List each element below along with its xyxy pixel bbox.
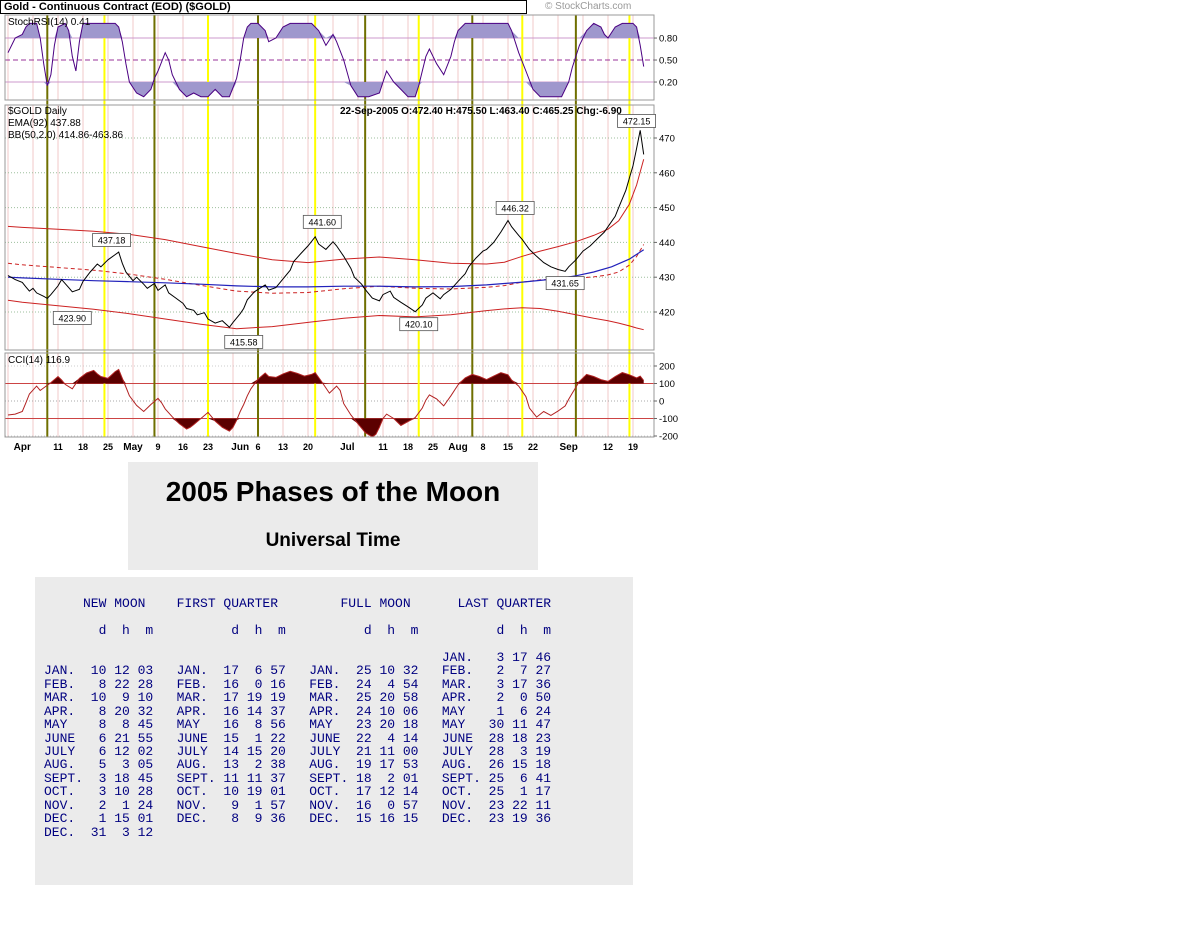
svg-text:430: 430 — [659, 273, 675, 284]
svg-text:23: 23 — [203, 442, 213, 452]
svg-text:22: 22 — [528, 442, 538, 452]
stochrsi-legend: StochRSI(14) 0.41 — [8, 17, 91, 28]
chart-title-bar: Gold - Continuous Contract (EOD) ($GOLD)… — [0, 0, 680, 14]
svg-text:25: 25 — [103, 442, 113, 452]
moon-phase-table: NEW MOON FIRST QUARTER FULL MOON LAST QU… — [44, 596, 552, 840]
svg-text:0.80: 0.80 — [659, 34, 678, 45]
moon-title-block: 2005 Phases of the Moon Universal Time — [128, 462, 538, 570]
svg-text:446.32: 446.32 — [501, 203, 529, 213]
svg-text:13: 13 — [278, 442, 288, 452]
svg-text:472.15: 472.15 — [623, 116, 651, 126]
bb-legend: BB(50,2.0) 414.86-463.86 — [8, 130, 124, 141]
svg-text:420: 420 — [659, 308, 675, 319]
svg-text:441.60: 441.60 — [309, 217, 337, 227]
svg-text:460: 460 — [659, 168, 675, 179]
svg-text:16: 16 — [178, 442, 188, 452]
chart-graphics: 0.20 0.50 0.80 420 430 440 450 460 470 200 100 0 -10… — [4, 14, 678, 453]
svg-text:431.65: 431.65 — [551, 279, 579, 289]
svg-text:Jun: Jun — [231, 442, 249, 453]
svg-text:11: 11 — [53, 442, 63, 452]
svg-text:470: 470 — [659, 134, 675, 145]
svg-text:11: 11 — [378, 442, 388, 452]
symbol-legend: $GOLD Daily — [8, 106, 67, 117]
chart-title: Gold - Continuous Contract (EOD) ($GOLD) — [4, 1, 231, 13]
svg-text:100: 100 — [659, 379, 675, 390]
svg-text:25: 25 — [428, 442, 438, 452]
svg-text:18: 18 — [403, 442, 413, 452]
svg-text:0: 0 — [659, 397, 664, 408]
svg-text:Apr: Apr — [14, 442, 31, 453]
moon-section-title: 2005 Phases of the Moon — [165, 476, 501, 507]
svg-text:440: 440 — [659, 238, 675, 249]
svg-text:-200: -200 — [659, 432, 678, 443]
svg-text:415.58: 415.58 — [230, 337, 258, 347]
svg-text:18: 18 — [78, 442, 88, 452]
ohlc-readout: 22-Sep-2005 O:472.40 H:475.50 L:463.40 C… — [340, 106, 622, 117]
svg-text:20: 20 — [303, 442, 313, 452]
svg-text:0.50: 0.50 — [659, 56, 678, 67]
ema-legend: EMA(92) 437.88 — [8, 118, 81, 129]
svg-text:6: 6 — [255, 442, 260, 452]
moon-section-subtitle: Universal Time — [265, 530, 401, 551]
svg-text:9: 9 — [155, 442, 160, 452]
svg-text:200: 200 — [659, 362, 675, 373]
svg-text:15: 15 — [503, 442, 513, 452]
svg-text:8: 8 — [480, 442, 485, 452]
svg-text:420.10: 420.10 — [405, 320, 433, 330]
svg-text:12: 12 — [603, 442, 613, 452]
svg-text:Sep: Sep — [560, 442, 578, 453]
svg-text:0.20: 0.20 — [659, 78, 678, 89]
copyright-text: © StockCharts.com — [545, 1, 632, 12]
moon-table-block: NEW MOON FIRST QUARTER FULL MOON LAST QU… — [35, 577, 633, 885]
svg-text:19: 19 — [628, 442, 638, 452]
svg-text:Aug: Aug — [448, 442, 467, 453]
svg-text:Jul: Jul — [340, 442, 355, 453]
cci-legend: CCI(14) 116.9 — [8, 355, 71, 366]
svg-text:423.90: 423.90 — [59, 313, 87, 323]
svg-text:450: 450 — [659, 203, 675, 214]
gold-stock-chart: 0.20 0.50 0.80 420 430 440 450 460 470 200 100 0 -10… — [4, 14, 678, 453]
svg-text:May: May — [123, 442, 143, 453]
svg-text:437.18: 437.18 — [98, 235, 126, 245]
svg-text:-100: -100 — [659, 414, 678, 425]
chart-title-box: Gold - Continuous Contract (EOD) ($GOLD) — [0, 0, 527, 14]
